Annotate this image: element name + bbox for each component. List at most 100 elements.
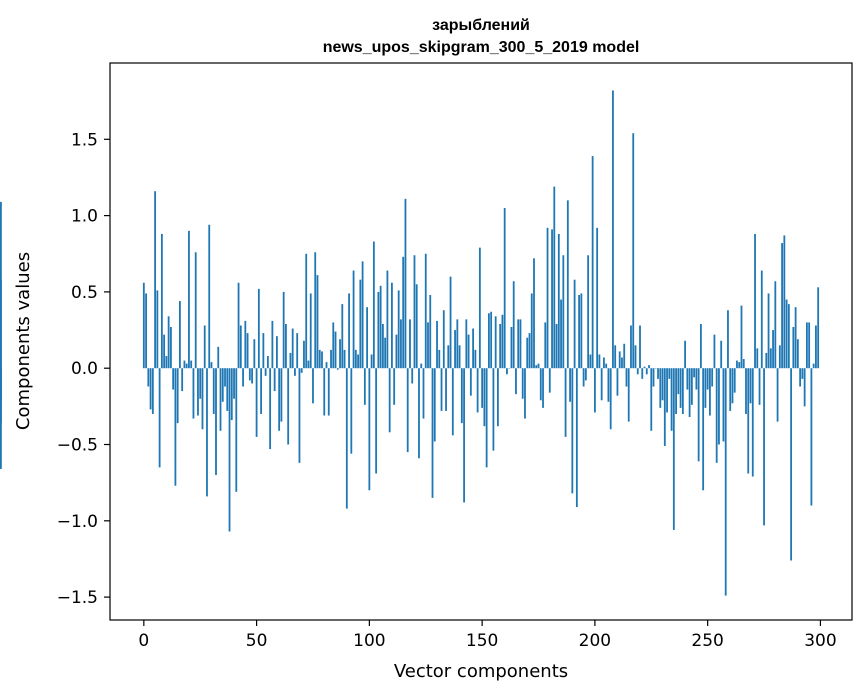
bar-125: [424, 253, 427, 369]
bar-139: [456, 319, 459, 369]
bar-36: [224, 368, 226, 387]
bar-142: [463, 368, 465, 503]
bar-175: [537, 363, 540, 369]
bar-106: [381, 323, 384, 369]
bar-177: [542, 368, 544, 408]
bar-103: [375, 368, 378, 474]
bar-209: [614, 345, 617, 369]
bar-71: [303, 340, 305, 369]
bar-240: [684, 340, 687, 369]
bar-94: [354, 349, 357, 369]
bar-107: [384, 337, 387, 369]
bar-172: [530, 293, 533, 369]
bar-85: [334, 331, 337, 369]
bar-204: [603, 357, 605, 369]
bar-79: [321, 351, 323, 369]
bar-230: [661, 368, 664, 401]
bar-221: [641, 368, 644, 379]
x-tick-label: 300: [804, 631, 836, 651]
bar-278: [769, 348, 772, 369]
bar-16: [179, 301, 181, 369]
bar-262: [733, 368, 736, 393]
bar-245: [695, 368, 698, 390]
bar-98: [363, 368, 366, 405]
bar-119: [411, 368, 414, 384]
bar-297: [812, 363, 815, 369]
bar-2: [147, 368, 150, 387]
bar-39: [230, 368, 233, 421]
bar-285: [785, 299, 788, 369]
bar-155: [492, 368, 495, 451]
bar-89: [343, 349, 346, 369]
bar-202: [598, 354, 601, 369]
bar-149: [478, 247, 481, 369]
x-axis-label: Vector components: [394, 661, 568, 682]
bar-267: [745, 368, 747, 414]
bar-130: [436, 320, 438, 369]
bar-88: [341, 304, 344, 369]
bar-31: [212, 368, 215, 414]
bar-108: [386, 270, 389, 369]
bar-298: [815, 325, 817, 369]
bar-93: [352, 270, 355, 369]
bar-223: [645, 368, 648, 375]
bar-201: [596, 227, 599, 369]
bar-222: [643, 366, 646, 369]
bar-64: [287, 368, 290, 445]
bar-100: [368, 368, 371, 491]
bar-219: [636, 368, 639, 375]
bar-234: [670, 368, 673, 431]
bar-122: [418, 368, 420, 459]
bar-244: [693, 368, 696, 378]
bar-161: [506, 368, 508, 375]
bar-231: [663, 368, 666, 447]
bar-92: [350, 368, 353, 454]
y-tick-label: 1.5: [71, 130, 98, 150]
bar-157: [497, 368, 499, 427]
bar-289: [794, 307, 797, 369]
bar-45: [244, 320, 247, 369]
bar-224: [648, 365, 650, 369]
bar-206: [607, 368, 610, 402]
bar-137: [451, 368, 454, 436]
bar-123: [420, 363, 423, 369]
bar-168: [521, 368, 524, 399]
bar-195: [582, 368, 585, 387]
bar-166: [517, 319, 520, 369]
bar-131: [438, 349, 441, 369]
bar-199: [591, 156, 594, 369]
bar-226: [652, 368, 655, 387]
bar-62: [282, 291, 285, 369]
bar-160: [503, 207, 506, 369]
bar-287: [790, 368, 793, 561]
bar-167: [519, 319, 522, 369]
bar-295: [808, 322, 811, 369]
bar-263: [736, 360, 738, 369]
bar-296: [810, 368, 813, 506]
bar-277: [767, 293, 770, 369]
bar-34: [219, 368, 222, 431]
bar-207: [609, 368, 612, 430]
bar-66: [291, 328, 294, 369]
bar-184: [557, 233, 560, 369]
bar-undefined: [0, 279, 2, 369]
bar-242: [688, 368, 691, 418]
bar-86: [336, 368, 339, 370]
y-tick-label: 1.0: [71, 207, 98, 227]
bar-67: [294, 368, 296, 376]
bar-87: [339, 339, 341, 369]
x-tick-label: 200: [579, 631, 611, 651]
bar-271: [754, 233, 756, 369]
bar-60: [278, 368, 281, 431]
bar-136: [449, 276, 452, 369]
bar-46: [246, 333, 249, 369]
bar-274: [760, 270, 763, 369]
bar-80: [323, 368, 326, 416]
bar-132: [440, 368, 443, 411]
bar-43: [239, 325, 242, 369]
bar-214: [625, 368, 628, 387]
bar-261: [731, 368, 734, 404]
bar-38: [228, 368, 231, 532]
bar-185: [560, 299, 562, 369]
